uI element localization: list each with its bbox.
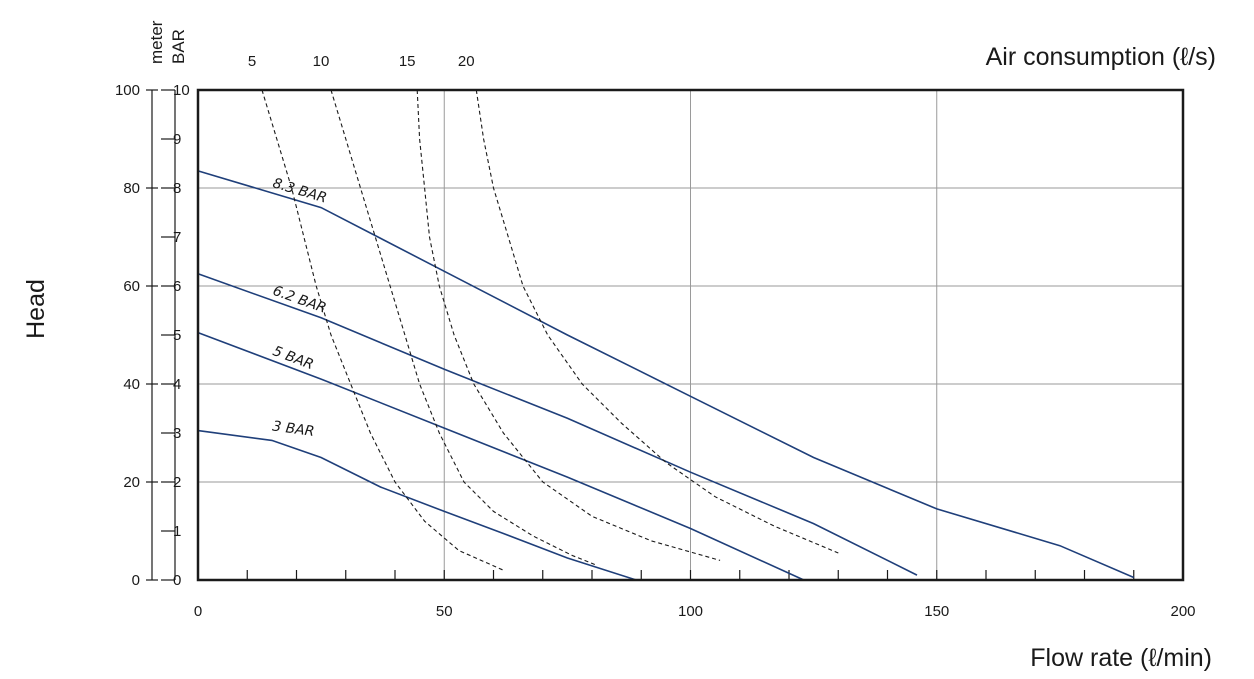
air-consumption-tick-label: 20: [458, 53, 475, 70]
y-bar-tick-label: 3: [173, 425, 181, 442]
y-meter-tick-label: 100: [115, 82, 140, 99]
y-bar-tick-label: 9: [173, 131, 181, 148]
plot-frame: [196, 88, 1185, 582]
x-tick-label: 200: [1170, 603, 1195, 620]
curve-5-bar: [197, 331, 805, 581]
y-bar-tick-label: 4: [173, 376, 181, 393]
y-meter-tick-label: 80: [123, 180, 140, 197]
meter-unit-label: meter: [147, 20, 166, 64]
x-axis-title: Flow rate (ℓ/min): [1030, 644, 1212, 672]
x-tick-label: 150: [924, 603, 949, 620]
y-meter-tick-label: 20: [123, 474, 140, 491]
grid-lines: [198, 90, 1183, 580]
x-tick-label: 100: [678, 603, 703, 620]
air-consumption-tick-label: 15: [399, 53, 416, 70]
y-meter-tick-label: 40: [123, 376, 140, 393]
air-consumption-tick-label: 5: [248, 53, 256, 70]
air-curve-15: [416, 89, 721, 561]
y-bar-tick-label: 10: [173, 82, 190, 99]
curve-8-3-bar: [197, 170, 1135, 579]
y-meter-tick-label: 0: [132, 572, 140, 589]
y-bar-tick-label: 2: [173, 474, 181, 491]
curve-label: 6.2 BAR: [271, 283, 329, 317]
x-tick-label: 0: [194, 603, 202, 620]
y-bar-tick-label: 1: [173, 523, 181, 540]
y-axis-title: Head: [22, 279, 50, 339]
air-consumption-title: Air consumption (ℓ/s): [986, 43, 1216, 71]
y-bar-tick-label: 6: [173, 278, 181, 295]
x-minor-ticks: [246, 570, 1135, 580]
air-curve-10: [330, 89, 598, 566]
air-consumption-tick-label: 10: [313, 53, 330, 70]
y-bar-tick-label: 7: [173, 229, 181, 246]
y-meter-tick-label: 60: [123, 278, 140, 295]
x-tick-label: 50: [436, 603, 453, 620]
curve-label: 3 BAR: [271, 419, 315, 440]
pump-curves: [197, 89, 1135, 581]
y-bar-tick-label: 5: [173, 327, 181, 344]
air-curve-5: [261, 89, 504, 571]
air-curve-20: [475, 89, 839, 554]
curve-3-bar: [197, 429, 637, 581]
left-axes: [146, 89, 176, 581]
y-bar-tick-label: 0: [173, 572, 181, 589]
y-bar-tick-label: 8: [173, 180, 181, 197]
bar-unit-label: BAR: [169, 29, 188, 64]
curve-6-2-bar: [197, 273, 918, 576]
